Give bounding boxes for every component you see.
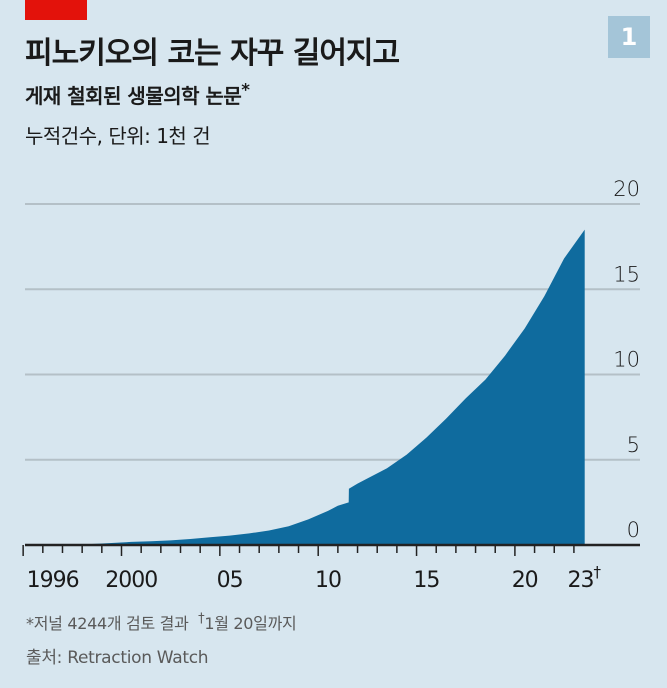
source-credit: 출처: Retraction Watch	[26, 648, 209, 668]
x-tick-label: 10	[315, 568, 341, 593]
x-tick-label: 1996	[27, 568, 79, 593]
x-tick-label: 23†	[567, 563, 601, 593]
subtitle-text: 게재 철회된 생물의학 논문	[25, 84, 242, 108]
y-tick-label: 15	[613, 262, 640, 286]
footnote-mark: *	[26, 614, 34, 633]
y-axis-labels: 0 5 10 15 20	[613, 177, 640, 542]
footnote-text: 저널 4244개 검토 결과	[33, 614, 189, 633]
unit-label: 누적건수, 단위: 1천 건	[25, 124, 211, 148]
brand-red-bar	[25, 0, 87, 20]
x-axis-ticks	[22, 545, 575, 556]
x-axis-labels: 1996 2000 05 10 15 20 23†	[27, 563, 603, 593]
subtitle-footnote-mark: *	[241, 80, 250, 100]
area-series	[62, 229, 585, 545]
x-tick-label: 05	[217, 568, 243, 593]
dagger-note: 1월 20일까지	[204, 614, 297, 633]
y-tick-label: 20	[613, 177, 640, 201]
y-tick-label: 10	[613, 348, 640, 372]
chart-subtitle: 게재 철회된 생물의학 논문*	[25, 80, 250, 109]
chart-title: 피노키오의 코는 자꾸 길어지고	[25, 36, 400, 71]
footnote: *저널 4244개 검토 결과 †1월 20일까지	[26, 610, 297, 634]
dagger-mark: †	[198, 611, 205, 627]
y-tick-label: 5	[627, 433, 640, 457]
x-tick-label: 2000	[105, 568, 157, 593]
y-tick-label: 0	[627, 518, 640, 542]
x-tick-label: 20	[512, 568, 538, 593]
x-tick-label: 15	[413, 568, 439, 593]
chart-number-badge: 1	[608, 16, 650, 58]
